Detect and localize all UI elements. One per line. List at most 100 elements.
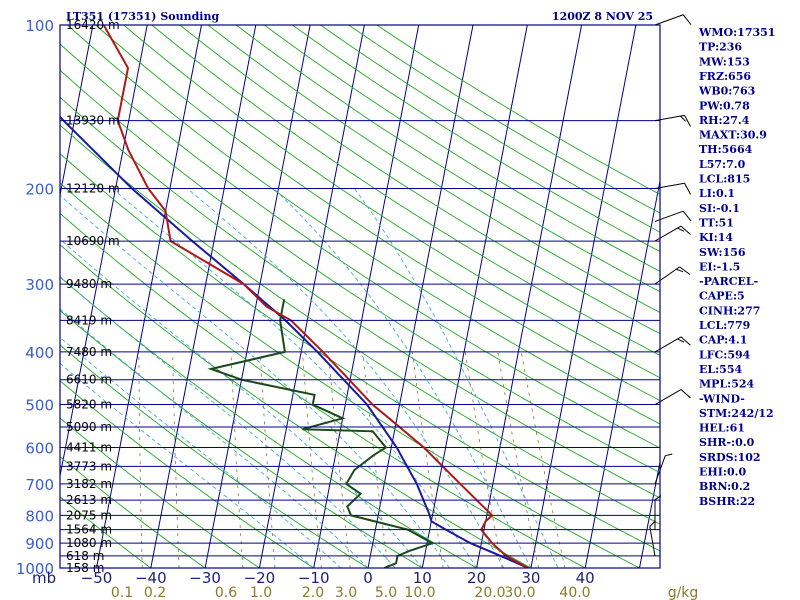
temperature-tick-label: −20: [244, 569, 276, 587]
plot-frame: [59, 24, 661, 569]
index-value: CINH:277: [699, 304, 760, 317]
isotherm-line: [584, 178, 660, 568]
temperature-tick-label: 20: [467, 569, 486, 587]
pressure-tick-label: 200: [25, 180, 54, 198]
mixing-ratio-tick-label: 10.0: [404, 585, 435, 600]
index-value: LFC:594: [699, 348, 751, 361]
mixing-ratio-tick-label: 0.2: [144, 585, 166, 600]
index-value: EI:-1.5: [699, 260, 740, 273]
temperature-tick-label: −10: [298, 569, 330, 587]
index-value: TH:5664: [699, 143, 753, 156]
mixing-ratio-unit-label: g/kg: [668, 585, 699, 600]
index-value: -WIND-: [699, 392, 745, 405]
isotherm-line: [258, 25, 365, 568]
temperature-tick-label: 40: [576, 569, 595, 587]
temperature-tick-label: 0: [363, 569, 373, 587]
index-value: MW:153: [699, 55, 750, 68]
mixing-ratio-tick-label: 0.1: [111, 585, 133, 600]
height-label: 7480 m: [66, 345, 112, 359]
moist-adiabat-line: [60, 238, 423, 568]
wind-barb: [654, 225, 691, 242]
pressure-tick-label: 500: [25, 397, 54, 415]
index-value: SHR-:0.0: [699, 436, 755, 449]
index-value: WMO:17351: [698, 26, 775, 39]
pressure-tick-label: 400: [25, 344, 54, 362]
height-label: 9480 m: [66, 277, 112, 291]
height-label: 4411 m: [66, 441, 112, 455]
height-label: 1080 m: [66, 536, 112, 550]
pressure-tick-label: 100: [25, 17, 54, 35]
time-stamp: 1200Z 8 NOV 25: [552, 10, 653, 23]
index-value: TT:51: [699, 216, 734, 229]
mixing-ratio-tick-label: 0.6: [215, 585, 237, 600]
mixing-ratio-tick-label: 30.0: [504, 585, 535, 600]
isotherm-line: [530, 25, 637, 568]
isotherm-line: [313, 25, 420, 568]
index-value: LCL:779: [699, 319, 750, 332]
temperature-tick-label: 10: [413, 569, 432, 587]
temperature-tick-label: −40: [135, 569, 167, 587]
mixing-ratio-tick-label: 1.0: [250, 585, 272, 600]
index-value: -PARCEL-: [699, 275, 758, 288]
temperature-profile-line: [102, 25, 529, 568]
moist-adiabat-line: [60, 336, 342, 568]
wind-barb: [654, 266, 691, 285]
height-label: 1564 m: [66, 523, 112, 537]
height-label: 5820 m: [66, 398, 112, 412]
mixing-ratio-tick-label: 40.0: [559, 585, 590, 600]
isotherm-line: [367, 25, 474, 568]
index-value: BRN:0.2: [699, 480, 750, 493]
index-value: WB0:763: [698, 85, 755, 98]
pressure-tick-label: 700: [25, 476, 54, 494]
mixing-ratio-tick-label: 3.0: [335, 585, 357, 600]
pressure-tick-label: 900: [25, 535, 54, 553]
index-value: EL:554: [699, 363, 742, 376]
height-label: 13930 m: [66, 114, 120, 128]
index-value: FRZ:656: [699, 70, 751, 83]
pressure-tick-label: 1000: [16, 560, 54, 578]
index-value: CAPE:5: [699, 290, 745, 303]
mixing-ratio-tick-label: 2.0: [302, 585, 324, 600]
index-value: SW:156: [699, 246, 746, 259]
height-label: 3773 m: [66, 459, 112, 473]
temperature-tick-label: −30: [189, 569, 221, 587]
index-value: CAP:4.1: [699, 334, 747, 347]
pressure-unit-label: mb: [32, 569, 56, 587]
index-value: MPL:524: [699, 378, 755, 391]
index-value: KI:14: [699, 231, 733, 244]
isotherm-line: [60, 25, 148, 479]
height-label: 12120 m: [66, 181, 120, 195]
index-value: SI:-0.1: [699, 202, 740, 215]
wind-barb: [654, 336, 691, 353]
height-label: 10690 m: [66, 234, 120, 248]
index-value: EHI:0.0: [699, 466, 746, 479]
parcel-profile-line: [60, 115, 529, 568]
pressure-tick-label: 300: [25, 276, 54, 294]
mixing-ratio-tick-label: 20.0: [474, 585, 505, 600]
wind-barb: [649, 521, 656, 556]
pressure-tick-label: 600: [25, 440, 54, 458]
index-value: RH:27.4: [699, 114, 750, 127]
height-label: 2613 m: [66, 493, 112, 507]
temperature-tick-label: −50: [81, 569, 113, 587]
index-value: SRDS:102: [699, 451, 761, 464]
height-label: 5090 m: [66, 420, 112, 434]
index-value: MAXT:30.9: [699, 129, 767, 142]
wind-barb: [654, 389, 691, 405]
dewpoint-profile-line: [207, 299, 435, 568]
height-label: 8419 m: [66, 313, 112, 327]
mixing-ratio-tick-label: 5.0: [375, 585, 397, 600]
index-value: STM:242/12: [699, 407, 774, 420]
index-value: L57:7.0: [699, 158, 746, 171]
height-label: 3182 m: [66, 477, 112, 491]
index-value: HEL:61: [699, 422, 745, 435]
isotherm-line: [476, 25, 583, 568]
moist-adiabat-line: [60, 275, 396, 568]
isotherm-line: [60, 25, 94, 198]
isotherm-line: [96, 25, 202, 568]
height-label: 6610 m: [66, 373, 112, 387]
index-value: TP:236: [699, 41, 742, 54]
